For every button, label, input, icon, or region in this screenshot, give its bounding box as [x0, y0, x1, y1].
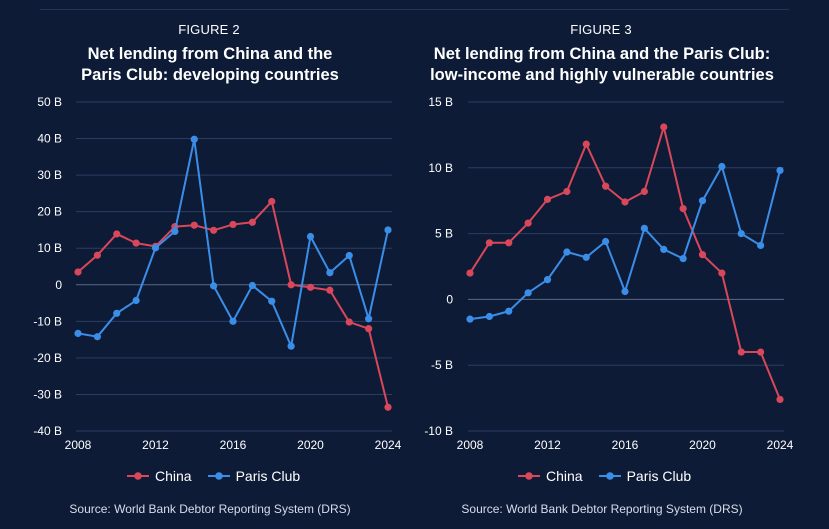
- figure-2-title-line1: Net lending from China and the: [87, 45, 333, 63]
- paris-club-series-point: [326, 269, 334, 277]
- y-tick-label: 50 B: [37, 95, 62, 109]
- paris-club-series-point: [229, 317, 237, 325]
- china-series-point: [345, 318, 353, 326]
- paris-club-series-point: [287, 342, 295, 350]
- legend-label-china: China: [155, 468, 192, 484]
- china-series-point: [190, 221, 198, 229]
- y-tick-label: -40 B: [33, 424, 62, 438]
- paris-club-series-point: [365, 315, 373, 323]
- figure-3-title-line1: Net lending from China and the Paris Clu…: [433, 45, 771, 63]
- paris-club-series-point: [384, 226, 392, 234]
- y-tick-label: 40 B: [37, 132, 62, 146]
- china-series-point: [365, 325, 373, 333]
- figure-2-label: FIGURE 2: [178, 22, 240, 37]
- legend-label-china: China: [546, 468, 583, 484]
- top-divider: [40, 9, 789, 10]
- y-tick-label: 0: [55, 278, 62, 292]
- paris-club-series-point: [132, 296, 140, 305]
- paris-legend-marker: [598, 472, 621, 480]
- y-tick-label: 30 B: [37, 168, 62, 182]
- legend-label-paris: Paris Club: [235, 468, 301, 484]
- china-legend-marker: [518, 472, 540, 480]
- figure-2-source: Source: World Bank Debtor Reporting Syst…: [69, 502, 351, 516]
- figure-2-title: Net lending from China and the Paris Clu…: [0, 44, 420, 86]
- x-tick-label: 2016: [220, 438, 247, 452]
- x-tick-label: 2024: [375, 438, 402, 452]
- paris-club-series-point: [113, 309, 121, 317]
- paris-club-series-point: [306, 232, 315, 241]
- china-series-point: [268, 197, 276, 206]
- legend-item-paris: Paris Club: [207, 468, 301, 484]
- paris-club-series-point: [74, 329, 82, 337]
- figure-3-title-line2: low-income and highly vulnerable countri…: [430, 66, 774, 84]
- china-series-line: [77, 200, 389, 408]
- china-series-point: [113, 230, 121, 238]
- x-tick-label: 2020: [297, 438, 324, 452]
- china-series-point: [93, 251, 101, 259]
- paris-club-series-point: [151, 244, 160, 252]
- y-tick-label: 20 B: [37, 205, 62, 219]
- china-series-point: [74, 268, 82, 276]
- china-series-point: [210, 226, 218, 234]
- figure-3-source: Source: World Bank Debtor Reporting Syst…: [461, 502, 743, 516]
- legend-label-paris: Paris Club: [626, 468, 692, 484]
- figure-2-legend: China Paris Club: [127, 468, 316, 484]
- paris-club-series-line: [77, 138, 389, 348]
- figure-3-label: FIGURE 3: [570, 22, 632, 37]
- paris-club-series-point: [210, 282, 218, 290]
- china-series-point: [326, 286, 334, 294]
- legend-item-china: China: [127, 468, 192, 484]
- x-tick-label: 2008: [65, 438, 92, 452]
- y-tick-label: -10 B: [33, 314, 62, 328]
- paris-club-series-point: [171, 227, 179, 236]
- figure-3-title: Net lending from China and the Paris Clu…: [392, 44, 812, 86]
- figure-2-title-line2: Paris Club: developing countries: [81, 66, 339, 84]
- china-series-point: [384, 403, 392, 411]
- paris-club-series-point: [93, 333, 101, 341]
- legend-item-paris: Paris Club: [598, 468, 692, 484]
- paris-club-series-point: [248, 281, 256, 290]
- china-series-point: [287, 281, 295, 289]
- paris-club-series-point: [190, 135, 198, 143]
- china-series-point: [132, 239, 140, 247]
- china-series-point: [248, 218, 256, 226]
- paris-club-series-point: [345, 251, 353, 260]
- paris-club-series-point: [268, 297, 276, 305]
- china-series-point: [229, 220, 237, 229]
- y-tick-label: -30 B: [33, 387, 62, 401]
- paris-legend-marker: [207, 472, 230, 480]
- figure-3-legend: China Paris Club: [518, 468, 707, 484]
- y-tick-label: -20 B: [33, 351, 62, 365]
- y-tick-label: 10 B: [37, 241, 62, 255]
- legend-item-china: China: [518, 468, 583, 484]
- china-series-point: [306, 283, 315, 291]
- china-legend-marker: [127, 472, 149, 480]
- x-tick-label: 2012: [142, 438, 169, 452]
